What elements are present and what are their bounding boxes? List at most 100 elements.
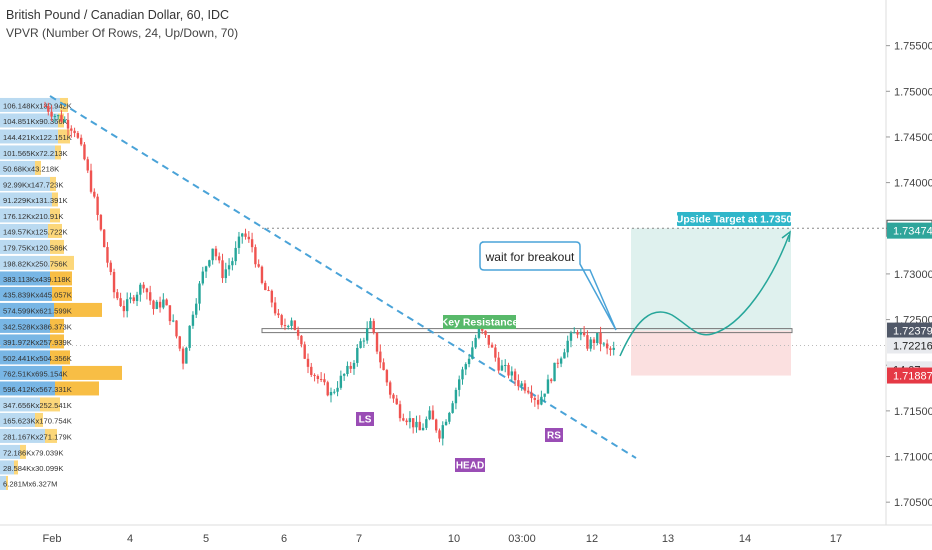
candle-body [250, 239, 254, 248]
candle-body [398, 404, 402, 419]
vp-up-bar [0, 271, 50, 286]
candle-body [293, 320, 297, 330]
candle-body [208, 260, 211, 267]
candle-body [70, 128, 73, 131]
candle-body [329, 391, 333, 396]
candle-body [402, 418, 405, 421]
candle-body [221, 260, 224, 279]
vp-up-bar [0, 113, 58, 128]
candle-body [494, 347, 497, 358]
price-badge [887, 367, 932, 384]
candle-body [96, 196, 99, 215]
pattern-tag-box [356, 412, 374, 426]
candle-body [421, 427, 425, 431]
vp-label: 92.99Kx147.723K [3, 180, 63, 189]
candle-body [139, 284, 142, 295]
candle-body [441, 425, 444, 439]
candle-body [158, 301, 162, 308]
candle-body [382, 362, 385, 371]
candle-body [122, 306, 126, 312]
vp-down-bar [35, 412, 43, 427]
volume-profile: 106.148Kx130.942K 104.851Kx90.366K 144.421… [0, 97, 122, 490]
candle-body [582, 332, 586, 336]
price-badge-label: 1.71887 [893, 371, 932, 383]
vp-up-bar [0, 97, 60, 112]
candle-body [63, 119, 66, 122]
vp-down-bar [35, 160, 41, 175]
candle-body [214, 248, 218, 257]
candle-body [178, 336, 181, 349]
candle-body [152, 300, 155, 309]
vp-up-bar [0, 223, 48, 238]
candle-body [323, 379, 326, 383]
vp-up-bar [0, 302, 54, 317]
resistance-box [261, 328, 793, 334]
candle-body [310, 366, 313, 375]
vp-label: 72.186Kx79.039K [3, 448, 63, 457]
vp-up-bar [0, 397, 40, 412]
vp-label: 91.229Kx131.391K [3, 196, 68, 205]
candle-body [333, 391, 336, 393]
stop-zone [631, 330, 791, 376]
candle-body [596, 332, 599, 344]
candle-body [415, 421, 418, 428]
vp-label: 144.421Kx122.151K [3, 133, 72, 142]
candle-body [349, 365, 352, 369]
vp-up-bar [0, 475, 6, 490]
candle-body [264, 282, 267, 291]
vp-label: 281.167Kx271.179K [3, 432, 72, 441]
price-badge [887, 222, 932, 239]
y-tick-label: 1.74500 [894, 132, 932, 144]
target-zone [631, 228, 791, 331]
candle-body [556, 362, 560, 364]
vp-down-bar [52, 192, 58, 207]
candlesticks [43, 101, 615, 446]
vp-up-bar [0, 381, 55, 396]
target-label: Upside Target at 1.7350 [676, 214, 793, 226]
trend-line [49, 95, 637, 459]
candle-body [536, 399, 540, 405]
candle-body [254, 247, 257, 265]
candle-body [464, 364, 467, 370]
vp-up-bar [0, 160, 35, 175]
vp-up-bar [0, 334, 50, 349]
candle-body [392, 394, 395, 399]
vp-up-bar [0, 428, 45, 443]
candle-body [533, 398, 537, 400]
price-axis[interactable]: 1.755001.750001.745001.740001.735001.730… [885, 0, 932, 525]
candle-body [592, 339, 596, 344]
candle-body [369, 321, 372, 329]
vp-down-bar [48, 223, 62, 238]
candle-body [395, 398, 398, 405]
candle-body [379, 351, 382, 363]
candle-body [277, 313, 280, 316]
pattern-tag-box [545, 428, 563, 442]
vp-label: 383.113Kx439.118K [3, 275, 71, 284]
candle-body [86, 159, 89, 171]
candle-body [546, 379, 550, 394]
candle-body [605, 343, 609, 349]
candle-body [431, 410, 435, 420]
vp-label: 179.75Kx120.586K [3, 243, 68, 252]
position-zones [631, 228, 791, 376]
candle-body [145, 288, 149, 293]
time-axis[interactable]: Feb 4 5 6 7 10 03:00 12 13 14 17 [0, 524, 932, 545]
candle-body [185, 347, 188, 364]
vp-up-bar [0, 192, 52, 207]
candle-body [56, 115, 60, 117]
vp-up-bar [0, 239, 50, 254]
candle-body [566, 340, 569, 353]
vp-label: 762.51Kx695.154K [3, 369, 68, 378]
candle-body [359, 341, 362, 348]
candle-body [132, 297, 135, 302]
candle-body [550, 379, 553, 382]
candle-body [181, 348, 185, 364]
indicator-label[interactable]: VPVR (Number Of Rows, 24, Up/Down, 70) [6, 26, 239, 40]
key-resistance-box [443, 315, 516, 329]
vp-down-bar [52, 286, 72, 301]
y-tick-label: 1.71500 [894, 406, 932, 418]
candle-body [267, 290, 270, 292]
candle-body [287, 325, 290, 327]
vp-label: 502.441Kx504.356K [3, 354, 72, 363]
